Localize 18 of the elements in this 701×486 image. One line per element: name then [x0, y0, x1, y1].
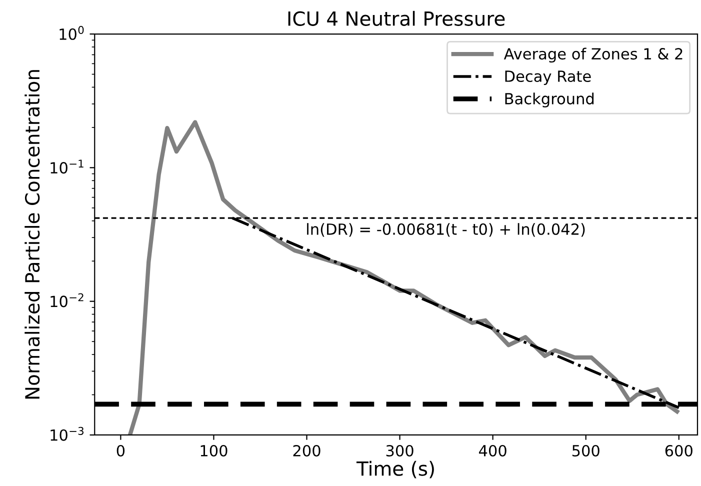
- x-tick-label: 100: [200, 444, 228, 457]
- x-tick-label: 300: [386, 444, 414, 457]
- legend-label: Decay Rate: [505, 70, 591, 85]
- legend-label: Background: [505, 92, 594, 108]
- x-tick-label: 400: [478, 444, 506, 457]
- y-tick-label: 10$^{−1}$: [50, 160, 84, 174]
- annotation: ln(DR) = -0.00681(t - t0) + ln(0.042): [307, 223, 585, 237]
- y-axis-title: Normalized Particle Concentration: [24, 70, 40, 399]
- legend-label: Average of Zones 1 & 2: [504, 48, 682, 63]
- chart-title: ICU 4 Neutral Pressure: [288, 10, 505, 26]
- y-tick-label: 10$^{−3}$: [50, 426, 84, 441]
- x-tick-label: 500: [572, 444, 600, 457]
- x-tick-label: 200: [293, 444, 320, 457]
- y-tick-label: 10$^{−2}$: [50, 293, 84, 308]
- y-tick-label: 10$^{0}$: [60, 26, 84, 40]
- x-tick-label: 600: [665, 444, 692, 457]
- x-tick-label: 0: [116, 444, 125, 457]
- x-axis-title: Time (s): [356, 460, 434, 478]
